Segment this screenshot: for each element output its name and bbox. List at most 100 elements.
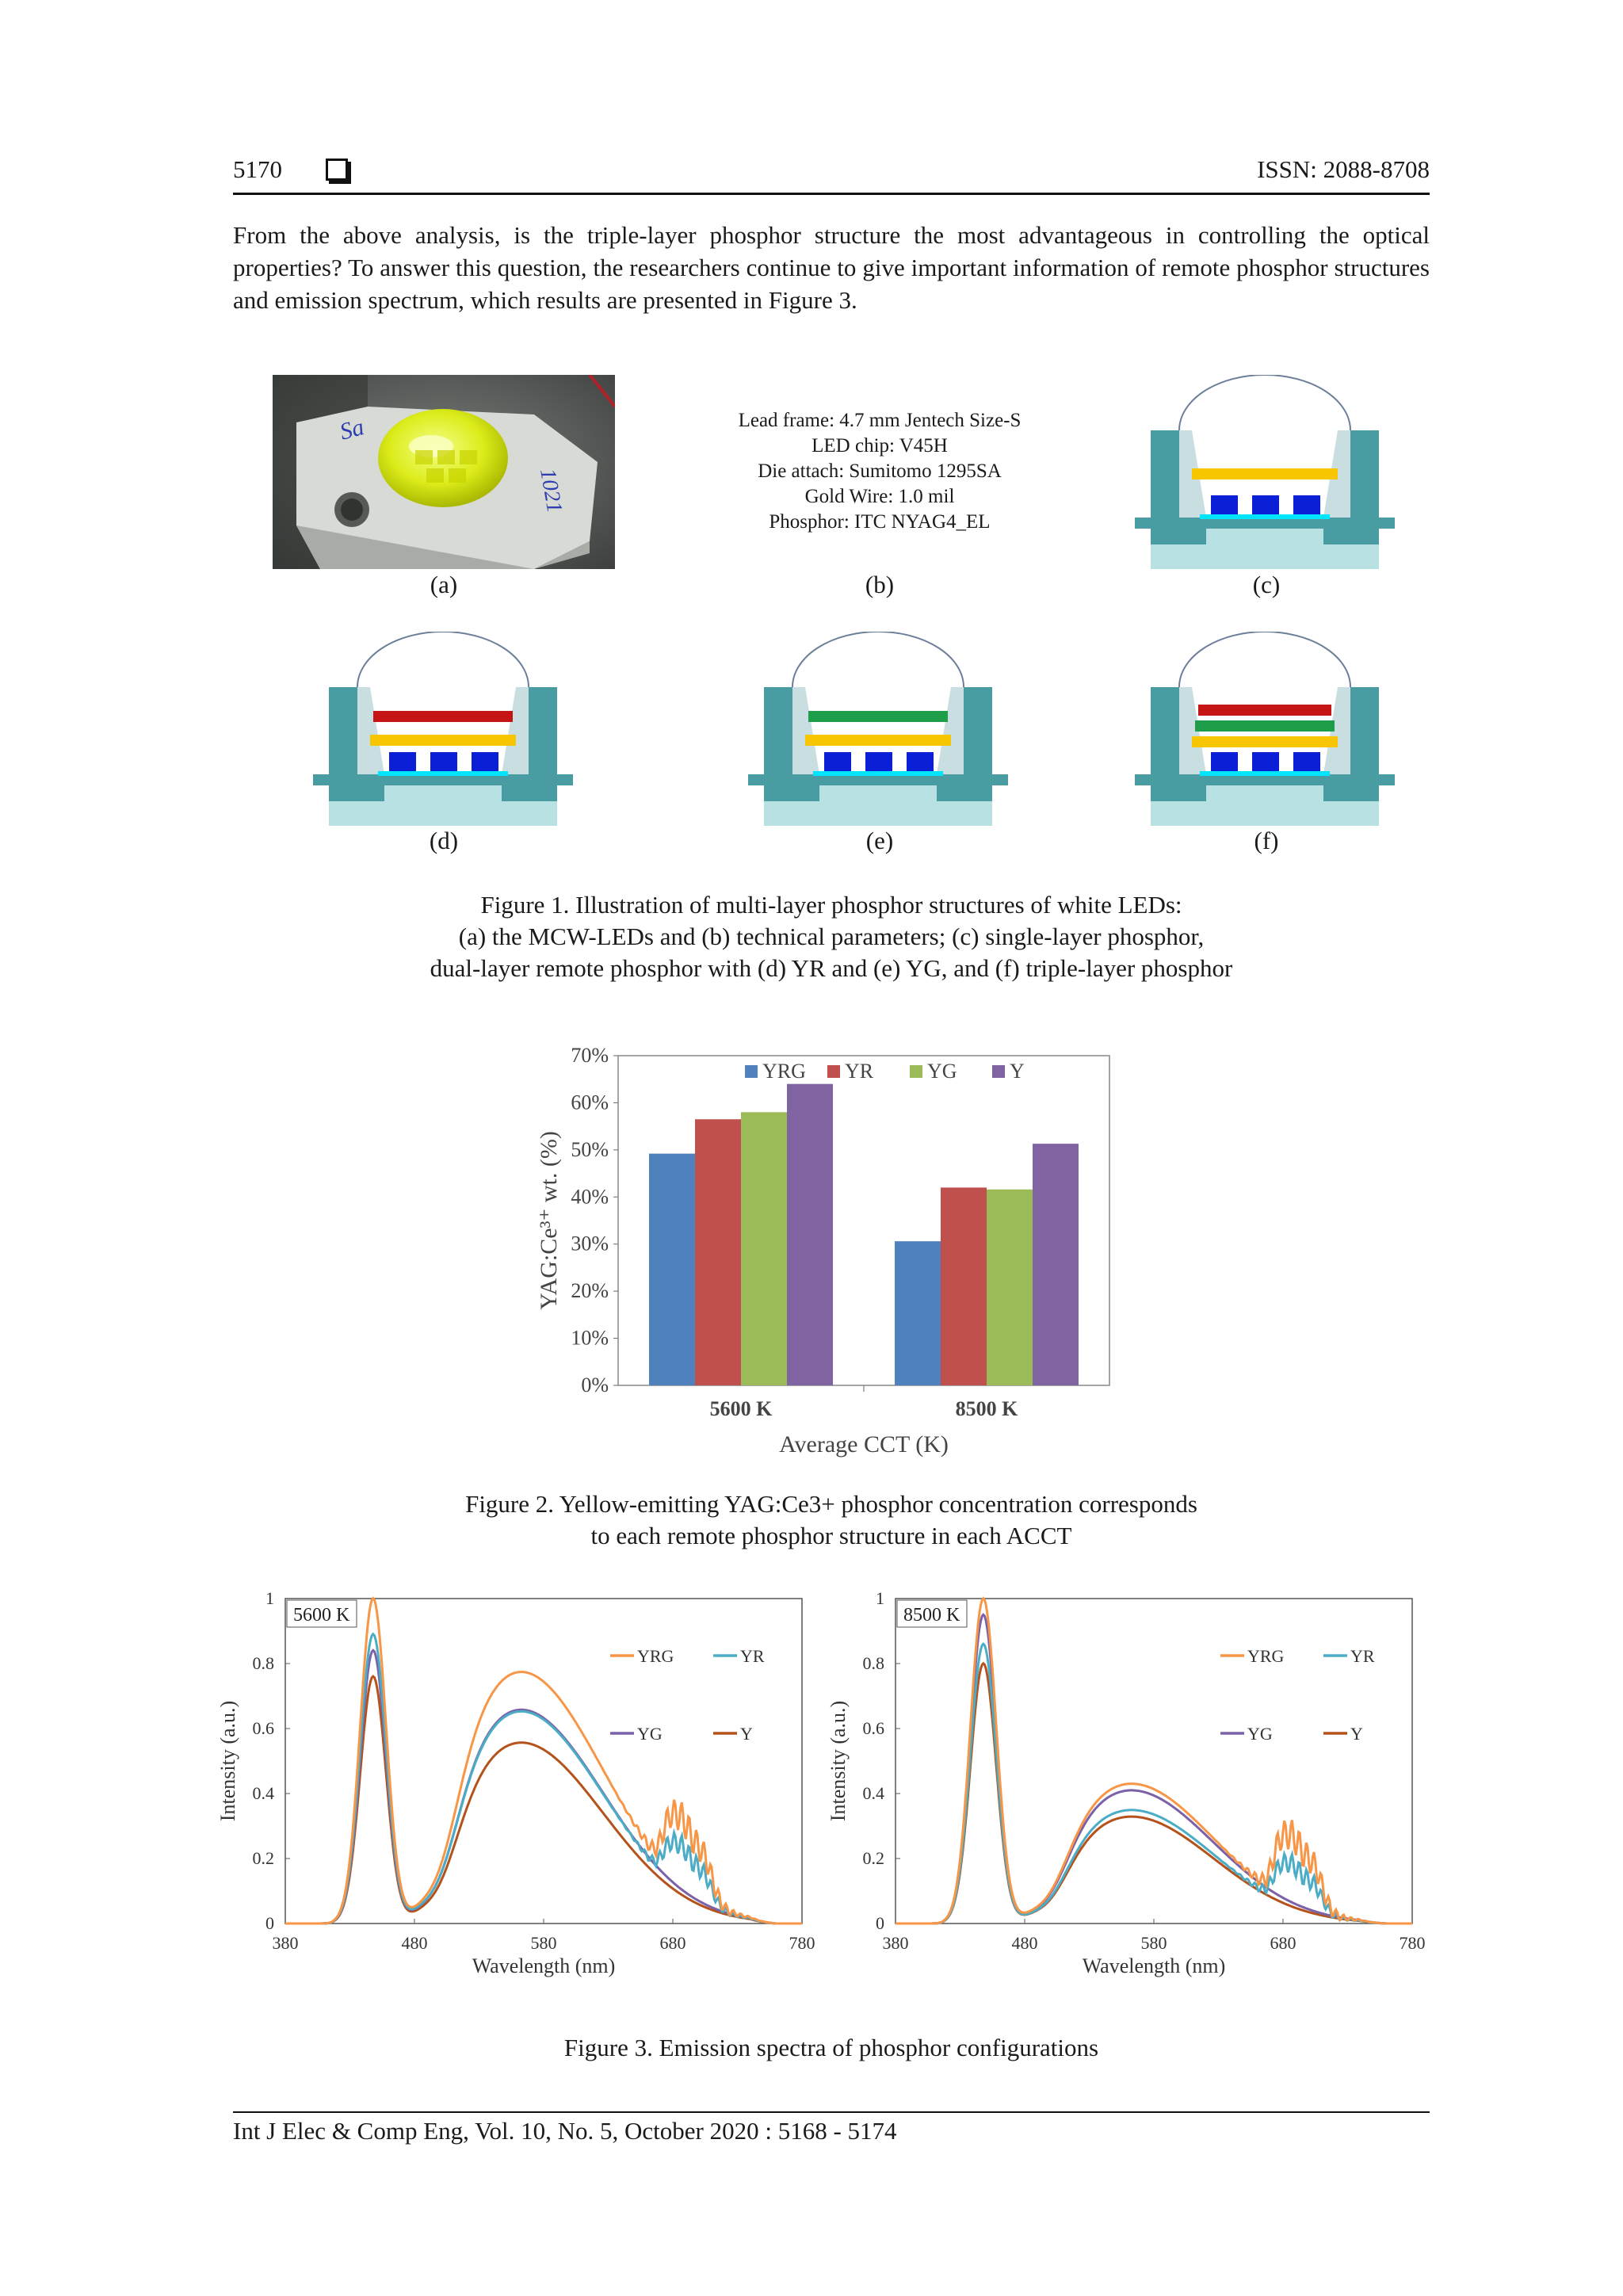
legend-label-y: Y	[740, 1724, 753, 1744]
spec-lead-frame: Lead frame: 4.7 mm Jentech Size-S	[738, 410, 1022, 431]
legend-label-yrg: YRG	[1247, 1646, 1285, 1666]
right-wall	[964, 687, 992, 774]
phosphor-layer-green	[808, 711, 948, 722]
substrate	[1200, 771, 1330, 776]
y-tick-label: 0.8	[253, 1653, 275, 1673]
phosphor-layer-yellow	[1192, 468, 1338, 479]
led-chip	[1252, 495, 1279, 514]
x-axis-title: Average CCT (K)	[779, 1431, 949, 1457]
y-tick-label: 20%	[571, 1279, 609, 1302]
right-reflector	[1323, 687, 1350, 774]
phosphor-concentration-bar-chart: 0% 10% 20% 30% 40% 50% 60% 70% 5600 K 8500 K YRG YR…	[536, 1044, 1110, 1457]
y-tick-label: 70%	[571, 1044, 609, 1067]
left-reflector	[792, 687, 819, 774]
series-line-yg	[285, 1648, 802, 1925]
annotation-label: 5600 K	[293, 1605, 350, 1626]
lead-frame	[1135, 774, 1395, 785]
x-tick-label: 5600 K	[710, 1397, 773, 1420]
right-foot	[1323, 785, 1379, 801]
dome-lens	[1178, 632, 1351, 688]
y-tick-label: 0.8	[863, 1653, 885, 1673]
issn: ISSN: 2088-8708	[1257, 155, 1430, 183]
y-tick-label: 50%	[571, 1138, 609, 1161]
y-tick-label: 40%	[571, 1185, 609, 1208]
x-axis-title: Wavelength (nm)	[472, 1954, 616, 1977]
label-b: (b)	[865, 571, 895, 598]
substrate	[1200, 514, 1330, 519]
right-foot	[1323, 529, 1379, 544]
header-rule	[233, 193, 1430, 195]
legend-swatch-yg	[910, 1065, 922, 1078]
lead-frame	[313, 774, 573, 785]
right-foot	[502, 785, 557, 801]
right-reflector	[502, 687, 529, 774]
series-line-yrg	[285, 1596, 802, 1925]
y-tick-label: 0.4	[863, 1783, 885, 1803]
package-single-layer	[1135, 375, 1395, 569]
phosphor-layer-yellow	[805, 735, 951, 746]
y-axis-title: Intensity (a.u.)	[216, 1701, 239, 1821]
spec-phosphor: Phosphor: ITC NYAG4_EL	[769, 511, 991, 533]
series-line-y	[896, 1661, 1412, 1925]
substrate	[378, 771, 508, 776]
led-chip	[389, 752, 416, 771]
y-tick-label: 0	[876, 1913, 884, 1933]
footer-citation: Int J Elec & Comp Eng, Vol. 10, No. 5, O…	[233, 2117, 897, 2145]
y-tick-label: 60%	[571, 1091, 609, 1114]
package-dual-layer-yr	[313, 632, 573, 826]
y-tick-label: 0.4	[253, 1783, 275, 1803]
y-tick-label: 30%	[571, 1232, 609, 1255]
led-chip	[1211, 495, 1238, 514]
x-tick-label: 680	[1270, 1933, 1296, 1953]
y-tick-label: 0.2	[253, 1848, 275, 1868]
annotation-box	[286, 1599, 357, 1628]
y-tick-label: 1	[876, 1588, 884, 1608]
series-line-yr	[285, 1632, 802, 1925]
legend-label-yr: YR	[1350, 1646, 1375, 1666]
label-f: (f)	[1254, 827, 1279, 854]
bar-yrg-1	[895, 1241, 941, 1385]
legend-label-yg: YG	[637, 1724, 663, 1744]
legend-label-yg: YG	[1247, 1724, 1273, 1744]
figure2-caption-line2: to each remote phosphor structure in eac…	[590, 1522, 1072, 1549]
led-chip	[824, 752, 851, 771]
legend-label-yrg: YRG	[637, 1646, 674, 1666]
label-c: (c)	[1252, 571, 1281, 598]
led-photo: Sa 1021	[273, 375, 615, 569]
substrate	[813, 771, 943, 776]
package-dual-layer-yg	[748, 632, 1008, 826]
annotation-box	[896, 1599, 968, 1628]
bar-yr-0	[695, 1119, 741, 1385]
bar-yg-1	[987, 1189, 1033, 1385]
figure3-caption: Figure 3. Emission spectra of phosphor c…	[563, 2034, 1099, 2061]
legend-swatch-yr	[827, 1065, 840, 1078]
lead-frame	[748, 774, 1008, 785]
bar-yr-1	[941, 1187, 987, 1385]
x-tick-label: 680	[660, 1933, 686, 1953]
left-reflector	[1179, 687, 1206, 774]
figure1-caption-line2: (a) the MCW-LEDs and (b) technical param…	[458, 923, 1205, 950]
x-tick-label: 480	[402, 1933, 428, 1953]
footer-rule	[233, 2111, 1430, 2113]
led-chip	[865, 752, 892, 771]
legend-label-yr: YR	[845, 1060, 874, 1083]
right-wall	[1350, 430, 1379, 518]
dome-lens	[1178, 375, 1351, 431]
right-wall	[529, 687, 557, 774]
legend-label-yg: YG	[927, 1060, 957, 1083]
left-foot	[764, 785, 819, 801]
y-tick-label: 0.6	[863, 1718, 885, 1738]
x-tick-label: 480	[1012, 1933, 1038, 1953]
bar-y-1	[1033, 1144, 1079, 1385]
annotation-label: 8500 K	[903, 1605, 960, 1626]
led-chip	[1211, 752, 1238, 771]
x-axis-title: Wavelength (nm)	[1083, 1954, 1226, 1977]
x-tick-label: 580	[1141, 1933, 1167, 1953]
y-axis-title: Intensity (a.u.)	[827, 1701, 850, 1821]
dome-lens	[357, 632, 529, 688]
y-tick-label: 0%	[581, 1373, 609, 1396]
led-chip	[430, 752, 457, 771]
phosphor-layer-green	[1195, 720, 1335, 732]
x-tick-label: 780	[1400, 1933, 1426, 1953]
left-wall	[1151, 430, 1179, 518]
